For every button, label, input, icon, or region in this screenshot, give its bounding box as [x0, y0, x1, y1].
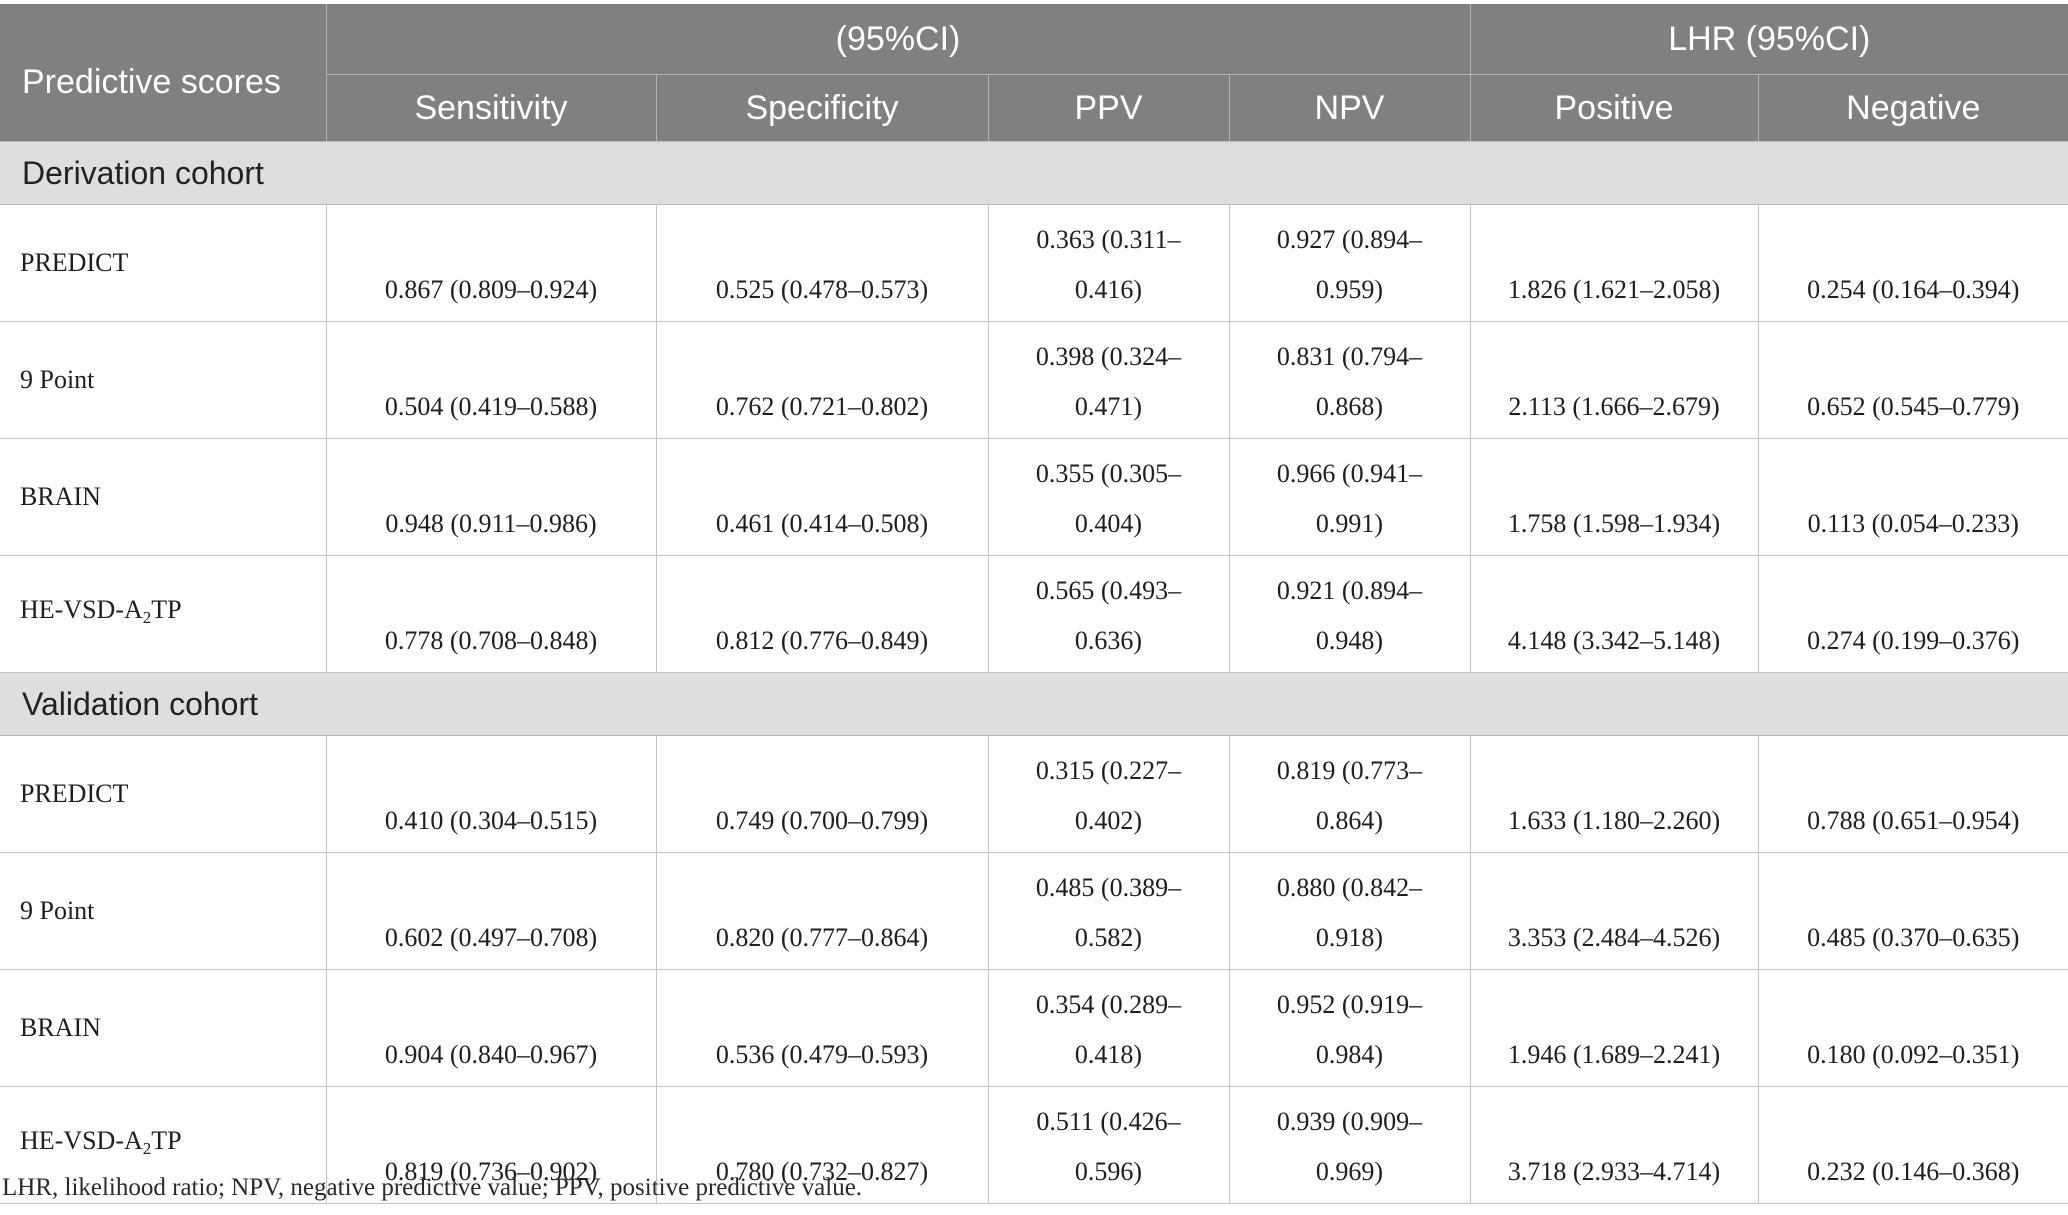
cell-sensitivity: 0.410 (0.304–0.515) — [325, 735, 657, 853]
table-row: HE-VSD-A2TP 0.778 (0.708–0.848) 0.812 (0… — [0, 555, 2068, 673]
cell-ppv: 0.355 (0.305–0.404) — [987, 438, 1230, 556]
table-row: PREDICT 0.410 (0.304–0.515) 0.749 (0.700… — [0, 735, 2068, 853]
cell-lhr-positive: 1.826 (1.621–2.058) — [1469, 204, 1759, 322]
header-group-95ci: (95%CI) — [325, 4, 1471, 75]
cell-npv: 0.819 (0.773–0.864) — [1228, 735, 1471, 853]
predictive-scores-table: Predictive scores (95%CI) LHR (95%CI) Se… — [0, 4, 2068, 1204]
table-row: 9 Point 0.504 (0.419–0.588) 0.762 (0.721… — [0, 321, 2068, 439]
cell-lhr-positive: 4.148 (3.342–5.148) — [1469, 555, 1759, 673]
cell-specificity: 0.812 (0.776–0.849) — [655, 555, 989, 673]
row-label: HE-VSD-A2TP — [0, 555, 327, 673]
cell-npv: 0.939 (0.909–0.969) — [1228, 1086, 1471, 1204]
cell-lhr-positive: 1.946 (1.689–2.241) — [1469, 969, 1759, 1087]
cell-npv: 0.921 (0.894–0.948) — [1228, 555, 1471, 673]
cell-ppv: 0.511 (0.426–0.596) — [987, 1086, 1230, 1204]
row-label: BRAIN — [0, 969, 327, 1087]
header-negative: Negative — [1757, 74, 2068, 142]
table-container: Predictive scores (95%CI) LHR (95%CI) Se… — [0, 4, 2068, 1204]
section-title: Derivation cohort — [0, 141, 2068, 205]
cell-sensitivity: 0.602 (0.497–0.708) — [325, 852, 657, 970]
section-row-derivation: Derivation cohort — [0, 141, 2068, 205]
cell-specificity: 0.780 (0.732–0.827) — [655, 1086, 989, 1204]
cell-sensitivity: 0.819 (0.736–0.902) — [325, 1086, 657, 1204]
cell-lhr-negative: 0.788 (0.651–0.954) — [1757, 735, 2068, 853]
section-row-validation: Validation cohort — [0, 672, 2068, 736]
cell-lhr-negative: 0.652 (0.545–0.779) — [1757, 321, 2068, 439]
cell-npv: 0.952 (0.919–0.984) — [1228, 969, 1471, 1087]
header-sensitivity: Sensitivity — [325, 74, 657, 142]
row-label-part: HE-VSD-A — [20, 595, 143, 624]
cell-lhr-negative: 0.113 (0.054–0.233) — [1757, 438, 2068, 556]
cell-specificity: 0.525 (0.478–0.573) — [655, 204, 989, 322]
cell-lhr-negative: 0.232 (0.146–0.368) — [1757, 1086, 2068, 1204]
header-npv: NPV — [1228, 74, 1471, 142]
table-row: 9 Point 0.602 (0.497–0.708) 0.820 (0.777… — [0, 852, 2068, 970]
section-title: Validation cohort — [0, 672, 2068, 736]
row-label: 9 Point — [0, 852, 327, 970]
cell-ppv: 0.398 (0.324–0.471) — [987, 321, 1230, 439]
cell-ppv: 0.565 (0.493–0.636) — [987, 555, 1230, 673]
table-footnote: LHR, likelihood ratio; NPV, negative pre… — [2, 1174, 863, 1201]
cell-lhr-negative: 0.274 (0.199–0.376) — [1757, 555, 2068, 673]
cell-specificity: 0.536 (0.479–0.593) — [655, 969, 989, 1087]
cell-specificity: 0.820 (0.777–0.864) — [655, 852, 989, 970]
row-label-subscript: 2 — [142, 608, 152, 627]
cell-sensitivity: 0.867 (0.809–0.924) — [325, 204, 657, 322]
cell-lhr-negative: 0.180 (0.092–0.351) — [1757, 969, 2068, 1087]
row-label: HE-VSD-A2TP — [0, 1086, 327, 1204]
cell-lhr-negative: 0.485 (0.370–0.635) — [1757, 852, 2068, 970]
cell-specificity: 0.461 (0.414–0.508) — [655, 438, 989, 556]
cell-ppv: 0.315 (0.227–0.402) — [987, 735, 1230, 853]
cell-lhr-positive: 3.718 (2.933–4.714) — [1469, 1086, 1759, 1204]
row-label: BRAIN — [0, 438, 327, 556]
header-group-lhr: LHR (95%CI) — [1469, 4, 2068, 75]
cell-npv: 0.880 (0.842–0.918) — [1228, 852, 1471, 970]
cell-lhr-positive: 3.353 (2.484–4.526) — [1469, 852, 1759, 970]
cell-lhr-positive: 2.113 (1.666–2.679) — [1469, 321, 1759, 439]
cell-npv: 0.831 (0.794–0.868) — [1228, 321, 1471, 439]
cell-npv: 0.966 (0.941–0.991) — [1228, 438, 1471, 556]
table-row: BRAIN 0.948 (0.911–0.986) 0.461 (0.414–0… — [0, 438, 2068, 556]
cell-ppv: 0.363 (0.311–0.416) — [987, 204, 1230, 322]
header-ppv: PPV — [987, 74, 1230, 142]
cell-npv: 0.927 (0.894–0.959) — [1228, 204, 1471, 322]
cell-ppv: 0.485 (0.389–0.582) — [987, 852, 1230, 970]
row-label: PREDICT — [0, 735, 327, 853]
header-specificity: Specificity — [655, 74, 989, 142]
cell-sensitivity: 0.778 (0.708–0.848) — [325, 555, 657, 673]
row-label: 9 Point — [0, 321, 327, 439]
cell-lhr-negative: 0.254 (0.164–0.394) — [1757, 204, 2068, 322]
cell-sensitivity: 0.504 (0.419–0.588) — [325, 321, 657, 439]
table-body: Derivation cohort PREDICT 0.867 (0.809–0… — [0, 141, 2068, 1204]
table-header: Predictive scores (95%CI) LHR (95%CI) Se… — [0, 4, 2068, 142]
table-row: BRAIN 0.904 (0.840–0.967) 0.536 (0.479–0… — [0, 969, 2068, 1087]
row-label-part: TP — [151, 1126, 182, 1155]
cell-lhr-positive: 1.758 (1.598–1.934) — [1469, 438, 1759, 556]
header-predictive-scores: Predictive scores — [0, 4, 327, 142]
cell-ppv: 0.354 (0.289–0.418) — [987, 969, 1230, 1087]
table-row: HE-VSD-A2TP 0.819 (0.736–0.902) 0.780 (0… — [0, 1086, 2068, 1204]
table-row: PREDICT 0.867 (0.809–0.924) 0.525 (0.478… — [0, 204, 2068, 322]
row-label-part: TP — [151, 595, 182, 624]
row-label-subscript: 2 — [142, 1139, 152, 1158]
cell-specificity: 0.749 (0.700–0.799) — [655, 735, 989, 853]
row-label: PREDICT — [0, 204, 327, 322]
cell-specificity: 0.762 (0.721–0.802) — [655, 321, 989, 439]
cell-sensitivity: 0.904 (0.840–0.967) — [325, 969, 657, 1087]
cell-lhr-positive: 1.633 (1.180–2.260) — [1469, 735, 1759, 853]
header-positive: Positive — [1469, 74, 1759, 142]
cell-sensitivity: 0.948 (0.911–0.986) — [325, 438, 657, 556]
row-label-part: HE-VSD-A — [20, 1126, 143, 1155]
